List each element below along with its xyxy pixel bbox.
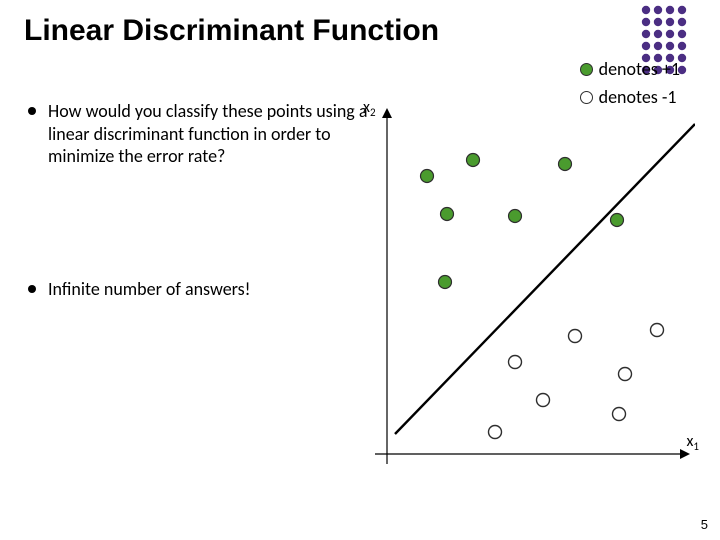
page-title: Linear Discriminant Function <box>24 14 439 48</box>
negative-marker-icon <box>580 91 593 104</box>
y-axis-label: x2 <box>363 98 376 119</box>
bullet-item: How would you classify these points usin… <box>28 100 368 168</box>
chart-svg <box>365 104 695 484</box>
x-axis-label: x1 <box>686 432 699 453</box>
bullet-list: How would you classify these points usin… <box>28 100 368 410</box>
scatter-chart: x2 x1 <box>365 104 695 484</box>
page-number: 5 <box>701 517 708 532</box>
bullet-item: Infinite number of answers! <box>28 278 368 301</box>
positive-marker-icon <box>580 63 593 76</box>
legend-positive: denotes +1 <box>580 58 680 80</box>
legend-positive-label: denotes +1 <box>599 58 680 80</box>
